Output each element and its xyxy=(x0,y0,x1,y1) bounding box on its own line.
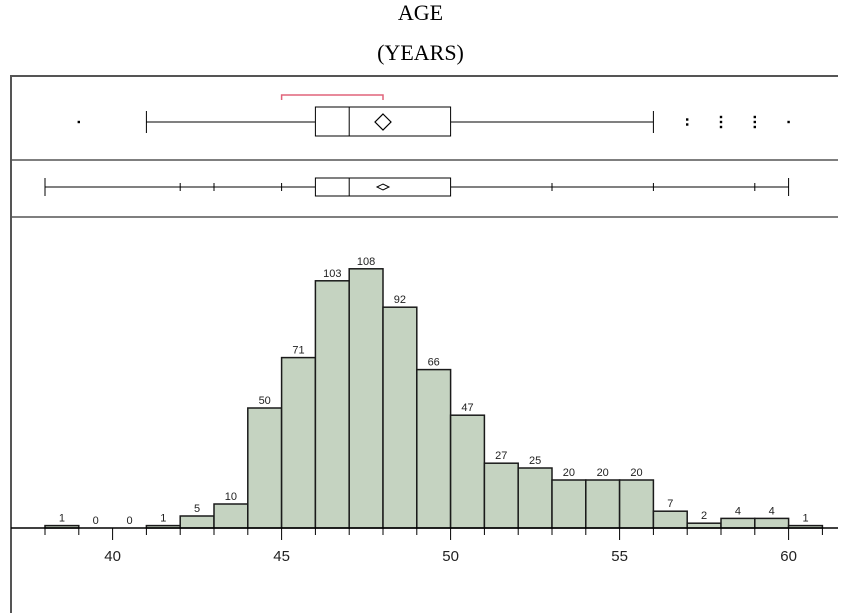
outlier-box-plot xyxy=(77,94,790,137)
bar-count-label: 1 xyxy=(59,513,65,525)
x-tick-label: 60 xyxy=(780,548,797,565)
bar-count-label: 103 xyxy=(323,268,341,280)
bar-count-label: 20 xyxy=(630,467,642,479)
mean-diamond xyxy=(375,183,391,191)
histogram-bar xyxy=(483,462,519,529)
bar-count-label: 5 xyxy=(194,503,200,515)
histogram-bar xyxy=(348,268,384,529)
bar-count-label: 20 xyxy=(563,467,575,479)
bar-count-label: 66 xyxy=(428,357,440,369)
histogram-bar xyxy=(382,306,418,529)
histogram-bar xyxy=(618,479,655,529)
iqr-box xyxy=(314,177,452,197)
histogram-bar xyxy=(449,414,486,529)
bar-count-label: 1 xyxy=(160,513,166,525)
bar-count-label: 71 xyxy=(292,345,304,357)
outlier-point xyxy=(686,118,689,121)
quantile-box-plot xyxy=(44,177,790,197)
histogram-bar xyxy=(280,356,317,529)
x-axis: 40 45 50 55 60 xyxy=(44,528,823,565)
outlier-point xyxy=(686,123,689,126)
bar-count-label: 27 xyxy=(495,450,507,462)
x-tick-label: 40 xyxy=(104,548,121,565)
mean-diamond xyxy=(374,113,392,131)
histogram-bar xyxy=(551,479,587,529)
histogram-bar xyxy=(179,515,215,529)
outlier-point xyxy=(753,120,756,124)
plot-frame xyxy=(10,75,838,613)
histogram-bar xyxy=(720,517,756,529)
histogram-bar xyxy=(416,368,452,529)
histogram-bar xyxy=(247,407,283,529)
histogram-bar xyxy=(314,280,350,529)
histogram-bar xyxy=(585,479,621,529)
outlier-point xyxy=(719,125,723,129)
bar-count-label: 20 xyxy=(597,467,609,479)
chart-subtitle: (YEARS) xyxy=(377,40,464,65)
bar-count-label: 25 xyxy=(529,455,541,467)
outlier-point xyxy=(719,120,723,124)
bar-count-label: 0 xyxy=(93,515,99,527)
shortest-half-bracket xyxy=(280,94,384,100)
bar-count-label: 108 xyxy=(357,256,375,268)
bar-count-label: 7 xyxy=(667,498,673,510)
x-tick-label: 55 xyxy=(611,548,628,565)
iqr-box xyxy=(314,106,452,137)
outlier-point xyxy=(753,115,756,119)
x-tick-label: 45 xyxy=(273,548,290,565)
histogram-bar xyxy=(213,503,249,529)
bar-count-label: 1 xyxy=(802,513,808,525)
x-tick-label: 50 xyxy=(442,548,459,565)
bar-count-label: 10 xyxy=(225,491,237,503)
bar-count-label: 2 xyxy=(701,510,707,522)
outlier-point xyxy=(787,120,790,124)
outlier-point xyxy=(719,115,723,119)
bar-count-label: 0 xyxy=(126,515,132,527)
bar-count-label: 4 xyxy=(735,505,741,517)
outlier-point xyxy=(753,125,756,129)
outlier-point xyxy=(77,120,80,124)
bar-count-label: 4 xyxy=(769,505,775,517)
chart-title: AGE xyxy=(397,0,444,25)
histogram-bar xyxy=(517,467,553,529)
bar-count-label: 50 xyxy=(259,395,271,407)
bar-count-label: 92 xyxy=(394,294,406,306)
bar-count-label: 47 xyxy=(461,402,473,414)
histogram-bar xyxy=(652,510,688,529)
histogram-bar xyxy=(754,517,790,529)
